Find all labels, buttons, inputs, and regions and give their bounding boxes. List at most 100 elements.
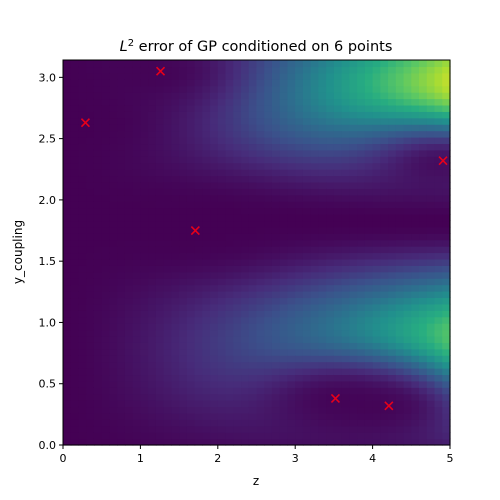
heatmap-cell — [210, 329, 219, 337]
heatmap-cell — [148, 400, 157, 408]
heatmap-cell — [248, 400, 258, 408]
heatmap-cell — [256, 284, 265, 292]
heatmap-cell — [349, 66, 358, 74]
heatmap-cell — [357, 156, 366, 164]
heatmap-cell — [442, 194, 451, 202]
heatmap-cell — [380, 252, 389, 260]
heatmap-cell — [326, 374, 335, 382]
heatmap-cell — [171, 252, 180, 260]
heatmap-cell — [442, 271, 451, 279]
heatmap-cell — [63, 201, 72, 209]
heatmap-cell — [302, 220, 312, 228]
heatmap-cell — [256, 258, 265, 266]
conditioning-points — [80, 66, 448, 411]
heatmap-cell — [241, 387, 250, 395]
heatmap-cell — [132, 265, 141, 273]
heatmap-cell — [109, 246, 118, 254]
heatmap-cell — [380, 400, 389, 408]
heatmap-cell — [248, 393, 258, 401]
heatmap-cell — [124, 220, 134, 228]
heatmap-cell — [202, 246, 211, 254]
heatmap-cell — [264, 278, 273, 286]
heatmap-cell — [264, 124, 273, 132]
heatmap-cell — [279, 117, 289, 125]
heatmap-cell — [271, 335, 281, 343]
heatmap-cell — [248, 323, 258, 331]
heatmap-cell — [217, 438, 227, 446]
heatmap-cell — [163, 111, 172, 119]
heatmap-cell — [318, 297, 327, 305]
heatmap-cell — [117, 181, 126, 189]
heatmap-cell — [86, 137, 95, 145]
heatmap-cell — [318, 79, 327, 87]
heatmap-cell — [357, 201, 366, 209]
heatmap-cell — [295, 329, 304, 337]
heatmap-cell — [225, 194, 234, 202]
heatmap-cell — [63, 368, 72, 376]
heatmap-cell — [364, 278, 374, 286]
heatmap-cell — [155, 124, 165, 132]
heatmap-cell — [341, 355, 350, 363]
heatmap-cell — [194, 393, 203, 401]
heatmap-cell — [442, 303, 451, 311]
heatmap-cell — [210, 60, 219, 68]
heatmap-cell — [248, 194, 258, 202]
heatmap-cell — [217, 329, 227, 337]
heatmap-cell — [210, 207, 219, 215]
heatmap-cell — [287, 291, 296, 299]
heatmap-cell — [202, 432, 211, 440]
heatmap-cell — [217, 169, 227, 177]
heatmap-cell — [271, 323, 281, 331]
heatmap-cell — [326, 98, 335, 106]
heatmap-cell — [124, 72, 134, 80]
heatmap-cell — [179, 207, 188, 215]
heatmap-cell — [225, 425, 234, 433]
heatmap-cell — [202, 310, 211, 318]
heatmap-cell — [78, 425, 87, 433]
heatmap-cell — [403, 72, 412, 80]
heatmap-cell — [349, 329, 358, 337]
heatmap-cell — [364, 393, 374, 401]
heatmap-cell — [202, 226, 211, 234]
heatmap-cell — [403, 239, 412, 247]
heatmap-cell — [210, 432, 219, 440]
heatmap-cell — [140, 291, 149, 299]
heatmap-cell — [372, 278, 381, 286]
conditioning-point-marker — [155, 66, 166, 76]
heatmap-cell — [256, 220, 265, 228]
heatmap-cell — [326, 104, 335, 112]
heatmap-cell — [349, 214, 358, 222]
heatmap-cell — [411, 342, 420, 350]
heatmap-cell — [333, 220, 343, 228]
heatmap-cell — [109, 239, 118, 247]
heatmap-cell — [124, 432, 134, 440]
heatmap-cell — [411, 162, 420, 170]
heatmap-cell — [310, 175, 320, 183]
heatmap-cell — [256, 72, 265, 80]
heatmap-cell — [295, 98, 304, 106]
heatmap-cell — [163, 406, 172, 414]
heatmap-cell — [70, 361, 80, 369]
heatmap-cell — [241, 361, 250, 369]
heatmap-cell — [341, 348, 350, 356]
heatmap-cell — [148, 374, 157, 382]
heatmap-cell — [124, 201, 134, 209]
heatmap-cell — [140, 162, 149, 170]
heatmap-cell — [101, 60, 111, 68]
heatmap-cell — [109, 303, 118, 311]
heatmap-cell — [295, 92, 304, 100]
heatmap-cell — [217, 406, 227, 414]
heatmap-cell — [148, 233, 157, 241]
heatmap-cell — [70, 342, 80, 350]
heatmap-cell — [163, 265, 172, 273]
heatmap-cell — [310, 92, 320, 100]
heatmap-cell — [132, 201, 141, 209]
heatmap-cell — [155, 316, 165, 324]
heatmap-cell — [155, 214, 165, 222]
heatmap-cell — [132, 432, 141, 440]
heatmap-cell — [411, 438, 420, 446]
heatmap-cell — [132, 310, 141, 318]
heatmap-cell — [271, 92, 281, 100]
heatmap-cell — [411, 310, 420, 318]
heatmap-cell — [341, 181, 350, 189]
